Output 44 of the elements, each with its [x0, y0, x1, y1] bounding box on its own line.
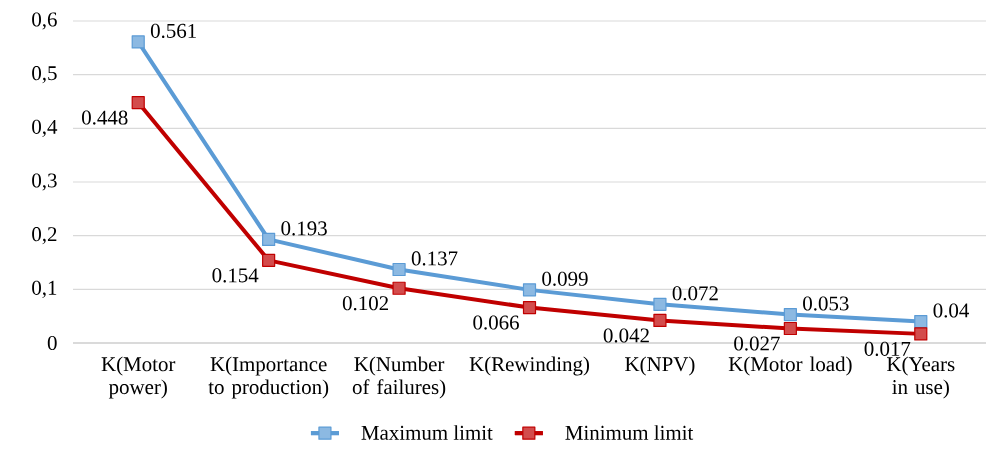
data-label: 0.04 [933, 303, 970, 318]
legend-label: Maximum limit [361, 425, 493, 440]
x-tick-label: K(Years in use) [887, 356, 955, 399]
legend-label: Minimum limit [565, 425, 694, 440]
data-label: 0.066 [473, 315, 519, 330]
point [262, 253, 276, 267]
point [131, 95, 145, 110]
y-tick-label: 0,1 [32, 280, 57, 298]
point [783, 321, 797, 336]
x-tick-label: K(Importance to production) [208, 356, 329, 399]
x-tick-label: K(Motor load) [728, 356, 852, 376]
y-tick-label: 0,3 [32, 173, 57, 191]
point [914, 314, 928, 329]
point [392, 281, 406, 295]
point [914, 327, 928, 341]
y-tick-label: 0,5 [32, 66, 57, 84]
data-label: 0.102 [342, 296, 389, 311]
point [522, 300, 537, 315]
data-label: 0.027 [734, 336, 780, 351]
data-label: 0.072 [672, 286, 718, 301]
y-tick-label: 0,6 [32, 12, 57, 30]
data-label: 0.053 [803, 296, 849, 311]
data-label: 0.137 [411, 251, 458, 266]
data-label: 0.017 [864, 341, 911, 357]
point [653, 313, 667, 328]
data-label: 0.099 [542, 271, 588, 286]
point [262, 232, 276, 247]
point [653, 297, 667, 311]
x-tick-label: K(Rewinding) [469, 356, 590, 376]
data-label: 0.193 [281, 221, 327, 236]
y-tick-label: 0 [47, 335, 57, 351]
point [131, 35, 145, 49]
point [522, 283, 537, 297]
data-label: 0.561 [150, 23, 196, 39]
point [783, 307, 797, 322]
y-tick-label: 0,4 [32, 119, 58, 137]
x-tick-label: K(Motor power) [101, 356, 176, 399]
y-tick-label: 0,2 [32, 227, 57, 245]
data-label: 0.154 [212, 268, 259, 283]
point [392, 262, 406, 277]
x-tick-label: K(Number of failures) [352, 356, 446, 399]
data-label: 0.448 [82, 110, 128, 125]
x-tick-label: K(NPV) [625, 356, 695, 376]
data-label: 0.042 [603, 328, 649, 343]
